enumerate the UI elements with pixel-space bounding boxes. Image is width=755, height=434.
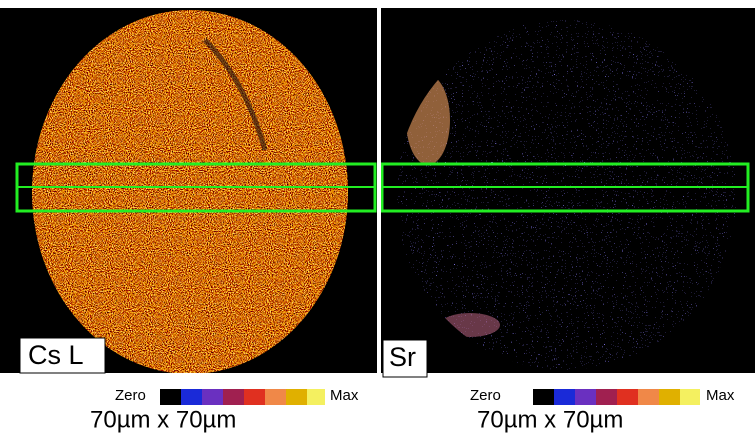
cs-map: Cs L [0, 8, 377, 374]
sr-map: Sr [380, 8, 755, 378]
scale-size: 70µm x 70µm [90, 406, 236, 433]
scale-max: Max [706, 387, 735, 404]
color-scale: Zero Max 70µm x 70µm [90, 387, 359, 433]
panel-label: Sr [389, 342, 416, 372]
scale-max: Max [330, 387, 359, 404]
panel-label: Cs L [28, 340, 84, 370]
color-scale: Zero Max 70µm x 70µm [470, 387, 735, 433]
scale-min: Zero [470, 387, 501, 404]
scale-min: Zero [115, 387, 146, 404]
scale-size: 70µm x 70µm [477, 406, 623, 433]
